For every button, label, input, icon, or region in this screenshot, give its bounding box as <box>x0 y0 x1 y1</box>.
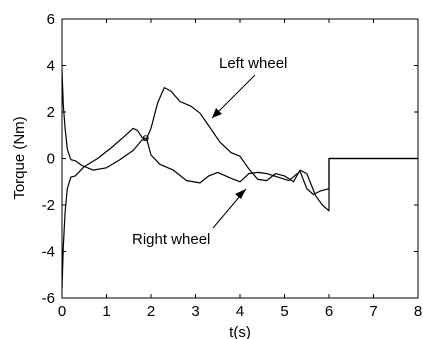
series-lines <box>61 70 418 289</box>
y-tick-label: 4 <box>47 58 55 75</box>
annotation-right-wheel-arrowhead <box>235 189 246 199</box>
axis-ticks <box>61 18 419 299</box>
y-tick-label: 6 <box>47 11 55 28</box>
tick-labels: 0 1 2 3 4 5 6 7 8 -6 -4 -2 0 2 4 6 <box>42 11 423 320</box>
series-line-right-wheel <box>61 70 418 196</box>
x-tick-label: 0 <box>58 303 66 320</box>
y-axis-label: Torque (Nm) <box>11 116 28 199</box>
y-tick-label: -4 <box>42 244 55 261</box>
annotation-right-wheel: Right wheel <box>132 231 210 248</box>
x-tick-label: 7 <box>369 303 377 320</box>
x-tick-label: 8 <box>414 303 422 320</box>
y-tick-label: -2 <box>42 197 55 214</box>
series-line-left-wheel <box>61 87 418 289</box>
annotation-left-wheel-arrow <box>211 74 256 119</box>
y-tick-label: 0 <box>47 151 55 168</box>
x-tick-label: 6 <box>325 303 333 320</box>
y-tick-label: -6 <box>42 290 55 307</box>
y-tick-label: 2 <box>47 104 55 121</box>
x-tick-label: 5 <box>280 303 288 320</box>
annotation-left-wheel-arrowhead <box>212 108 222 118</box>
annotation-left-wheel: Left wheel <box>219 55 287 72</box>
x-tick-label: 3 <box>191 303 199 320</box>
annotations: Left wheel Right wheel <box>132 55 287 248</box>
x-axis-label: t(s) <box>229 324 251 339</box>
x-tick-label: 2 <box>147 303 155 320</box>
crossing-marker <box>142 135 149 142</box>
x-tick-label: 4 <box>236 303 244 320</box>
x-tick-label: 1 <box>102 303 110 320</box>
